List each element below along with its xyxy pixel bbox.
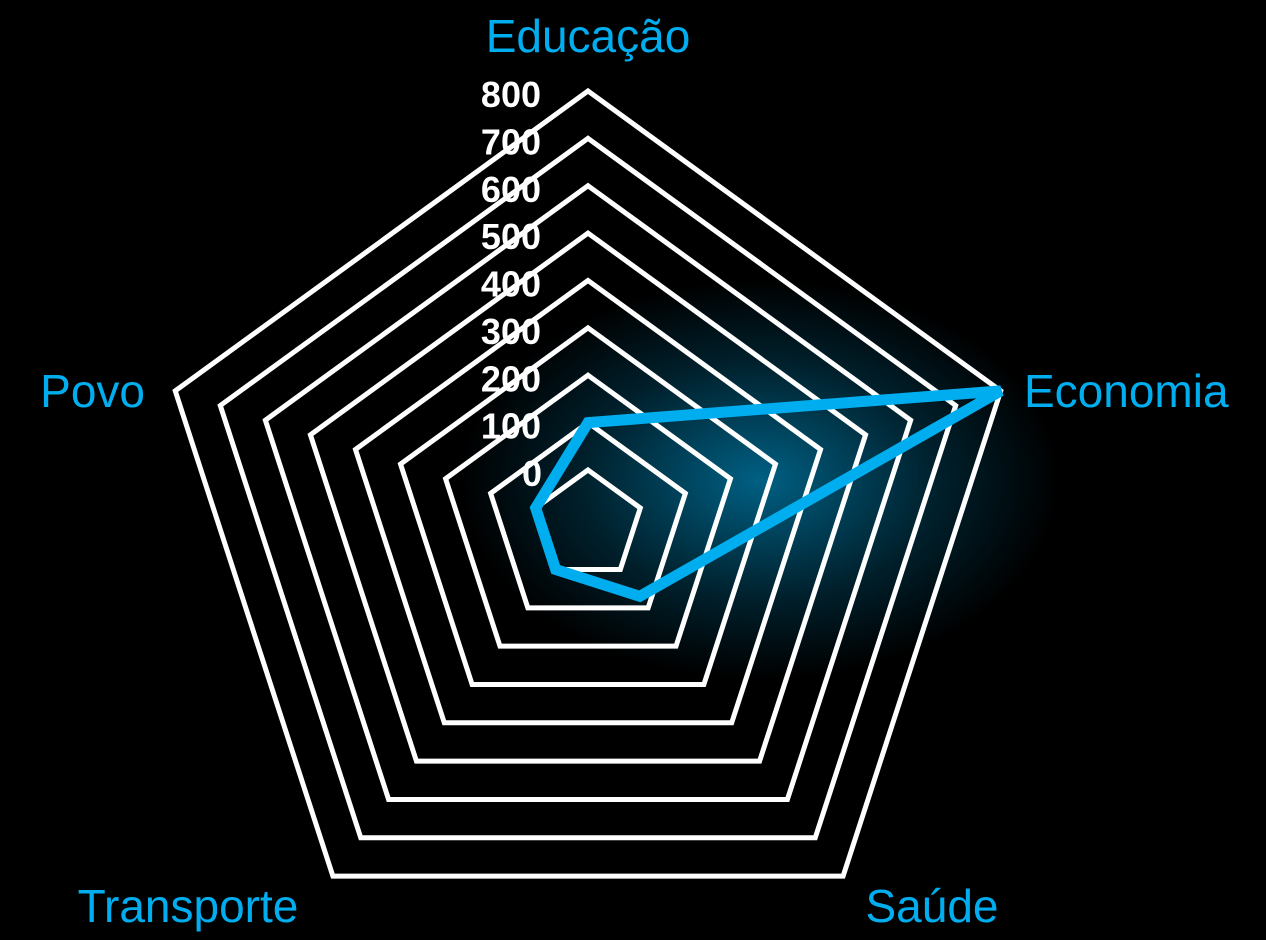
category-label-2: Saúde — [865, 880, 998, 932]
category-label-0: Educação — [486, 10, 691, 62]
tick-label-500: 500 — [481, 216, 541, 257]
series-layer — [529, 385, 1004, 603]
tick-label-400: 400 — [481, 264, 541, 305]
tick-label-700: 700 — [481, 121, 541, 162]
category-label-3: Transporte — [78, 880, 299, 932]
category-label-4: Povo — [40, 365, 145, 417]
tick-label-0: 0 — [522, 453, 542, 494]
grid-ring-200 — [442, 372, 734, 649]
tick-label-600: 600 — [481, 169, 541, 210]
grid-ring-100 — [487, 419, 689, 611]
glow-halo — [460, 280, 1060, 680]
tick-label-800: 800 — [481, 74, 541, 115]
category-label-1: Economia — [1024, 365, 1229, 417]
radar-grid — [172, 87, 1004, 879]
grid-ring-400 — [352, 277, 824, 726]
grid-ring-800 — [172, 87, 1004, 879]
radial-tick-labels: 0 100 200 300 400 500 600 700 800 — [481, 74, 542, 494]
series-glow — [460, 280, 1060, 680]
grid-ring-300 — [397, 324, 779, 687]
tick-label-200: 200 — [481, 358, 541, 399]
series-polygon-0 — [529, 385, 1004, 603]
grid-ring-600 — [262, 182, 914, 802]
tick-label-300: 300 — [481, 311, 541, 352]
grid-ring-700 — [217, 135, 959, 841]
tick-label-100: 100 — [481, 406, 541, 447]
category-labels: Educação Economia Saúde Transporte Povo — [40, 10, 1229, 932]
